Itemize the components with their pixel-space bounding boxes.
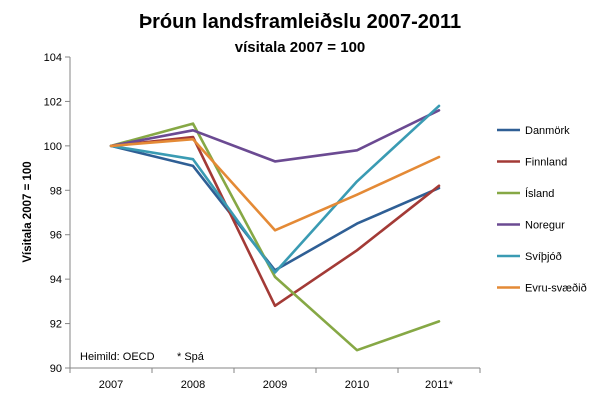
forecast-note: * Spá bbox=[177, 351, 205, 363]
y-tick-label: 104 bbox=[44, 52, 62, 64]
x-tick-label: 2008 bbox=[181, 379, 205, 391]
x-tick-label: 2010 bbox=[345, 379, 369, 391]
series-line-evru-sv-i- bbox=[109, 137, 441, 232]
x-tick-label: 2007 bbox=[99, 379, 123, 391]
legend-label-sv-j-: Svíþjóð bbox=[525, 251, 562, 263]
y-tick-label: 94 bbox=[50, 274, 62, 286]
y-tick-label: 102 bbox=[44, 96, 62, 108]
legend-label-danm-rk: Danmörk bbox=[525, 125, 570, 137]
y-tick-label: 90 bbox=[50, 363, 62, 375]
series-line-sv-j- bbox=[109, 104, 441, 274]
series-line-noregur bbox=[109, 109, 441, 163]
source-note: Heimild: OECD bbox=[80, 351, 155, 363]
series-line-danm-rk bbox=[109, 144, 441, 272]
legend-label-finnland: Finnland bbox=[525, 157, 567, 169]
x-tick-label: 2011* bbox=[425, 379, 454, 391]
chart-title: Þróun landsframleiðslu 2007-2011 bbox=[139, 11, 461, 33]
y-tick-label: 92 bbox=[50, 319, 62, 331]
chart-subtitle: vísitala 2007 = 100 bbox=[235, 39, 366, 56]
legend-label--sland: Ísland bbox=[525, 187, 554, 200]
legend-label-evru-sv-i-: Evru-svæðið bbox=[525, 283, 587, 295]
x-tick-label: 2009 bbox=[263, 379, 287, 391]
legend: Danmörk Finnland Ísland Noregur Svíþjóð Evru-… bbox=[497, 125, 587, 295]
y-tick-label: 100 bbox=[44, 141, 62, 153]
y-axis-label: Vísitala 2007 = 100 bbox=[22, 161, 34, 262]
y-tick-label: 96 bbox=[50, 230, 62, 242]
y-tick-label: 98 bbox=[50, 185, 62, 197]
plot-area: 90 92 94 96 98 100 102 104 2007 2008 2009 2010 2011* bbox=[44, 52, 481, 391]
series-line-finnland bbox=[109, 135, 441, 308]
series-line--sland bbox=[109, 122, 441, 352]
legend-label-noregur: Noregur bbox=[525, 220, 565, 232]
